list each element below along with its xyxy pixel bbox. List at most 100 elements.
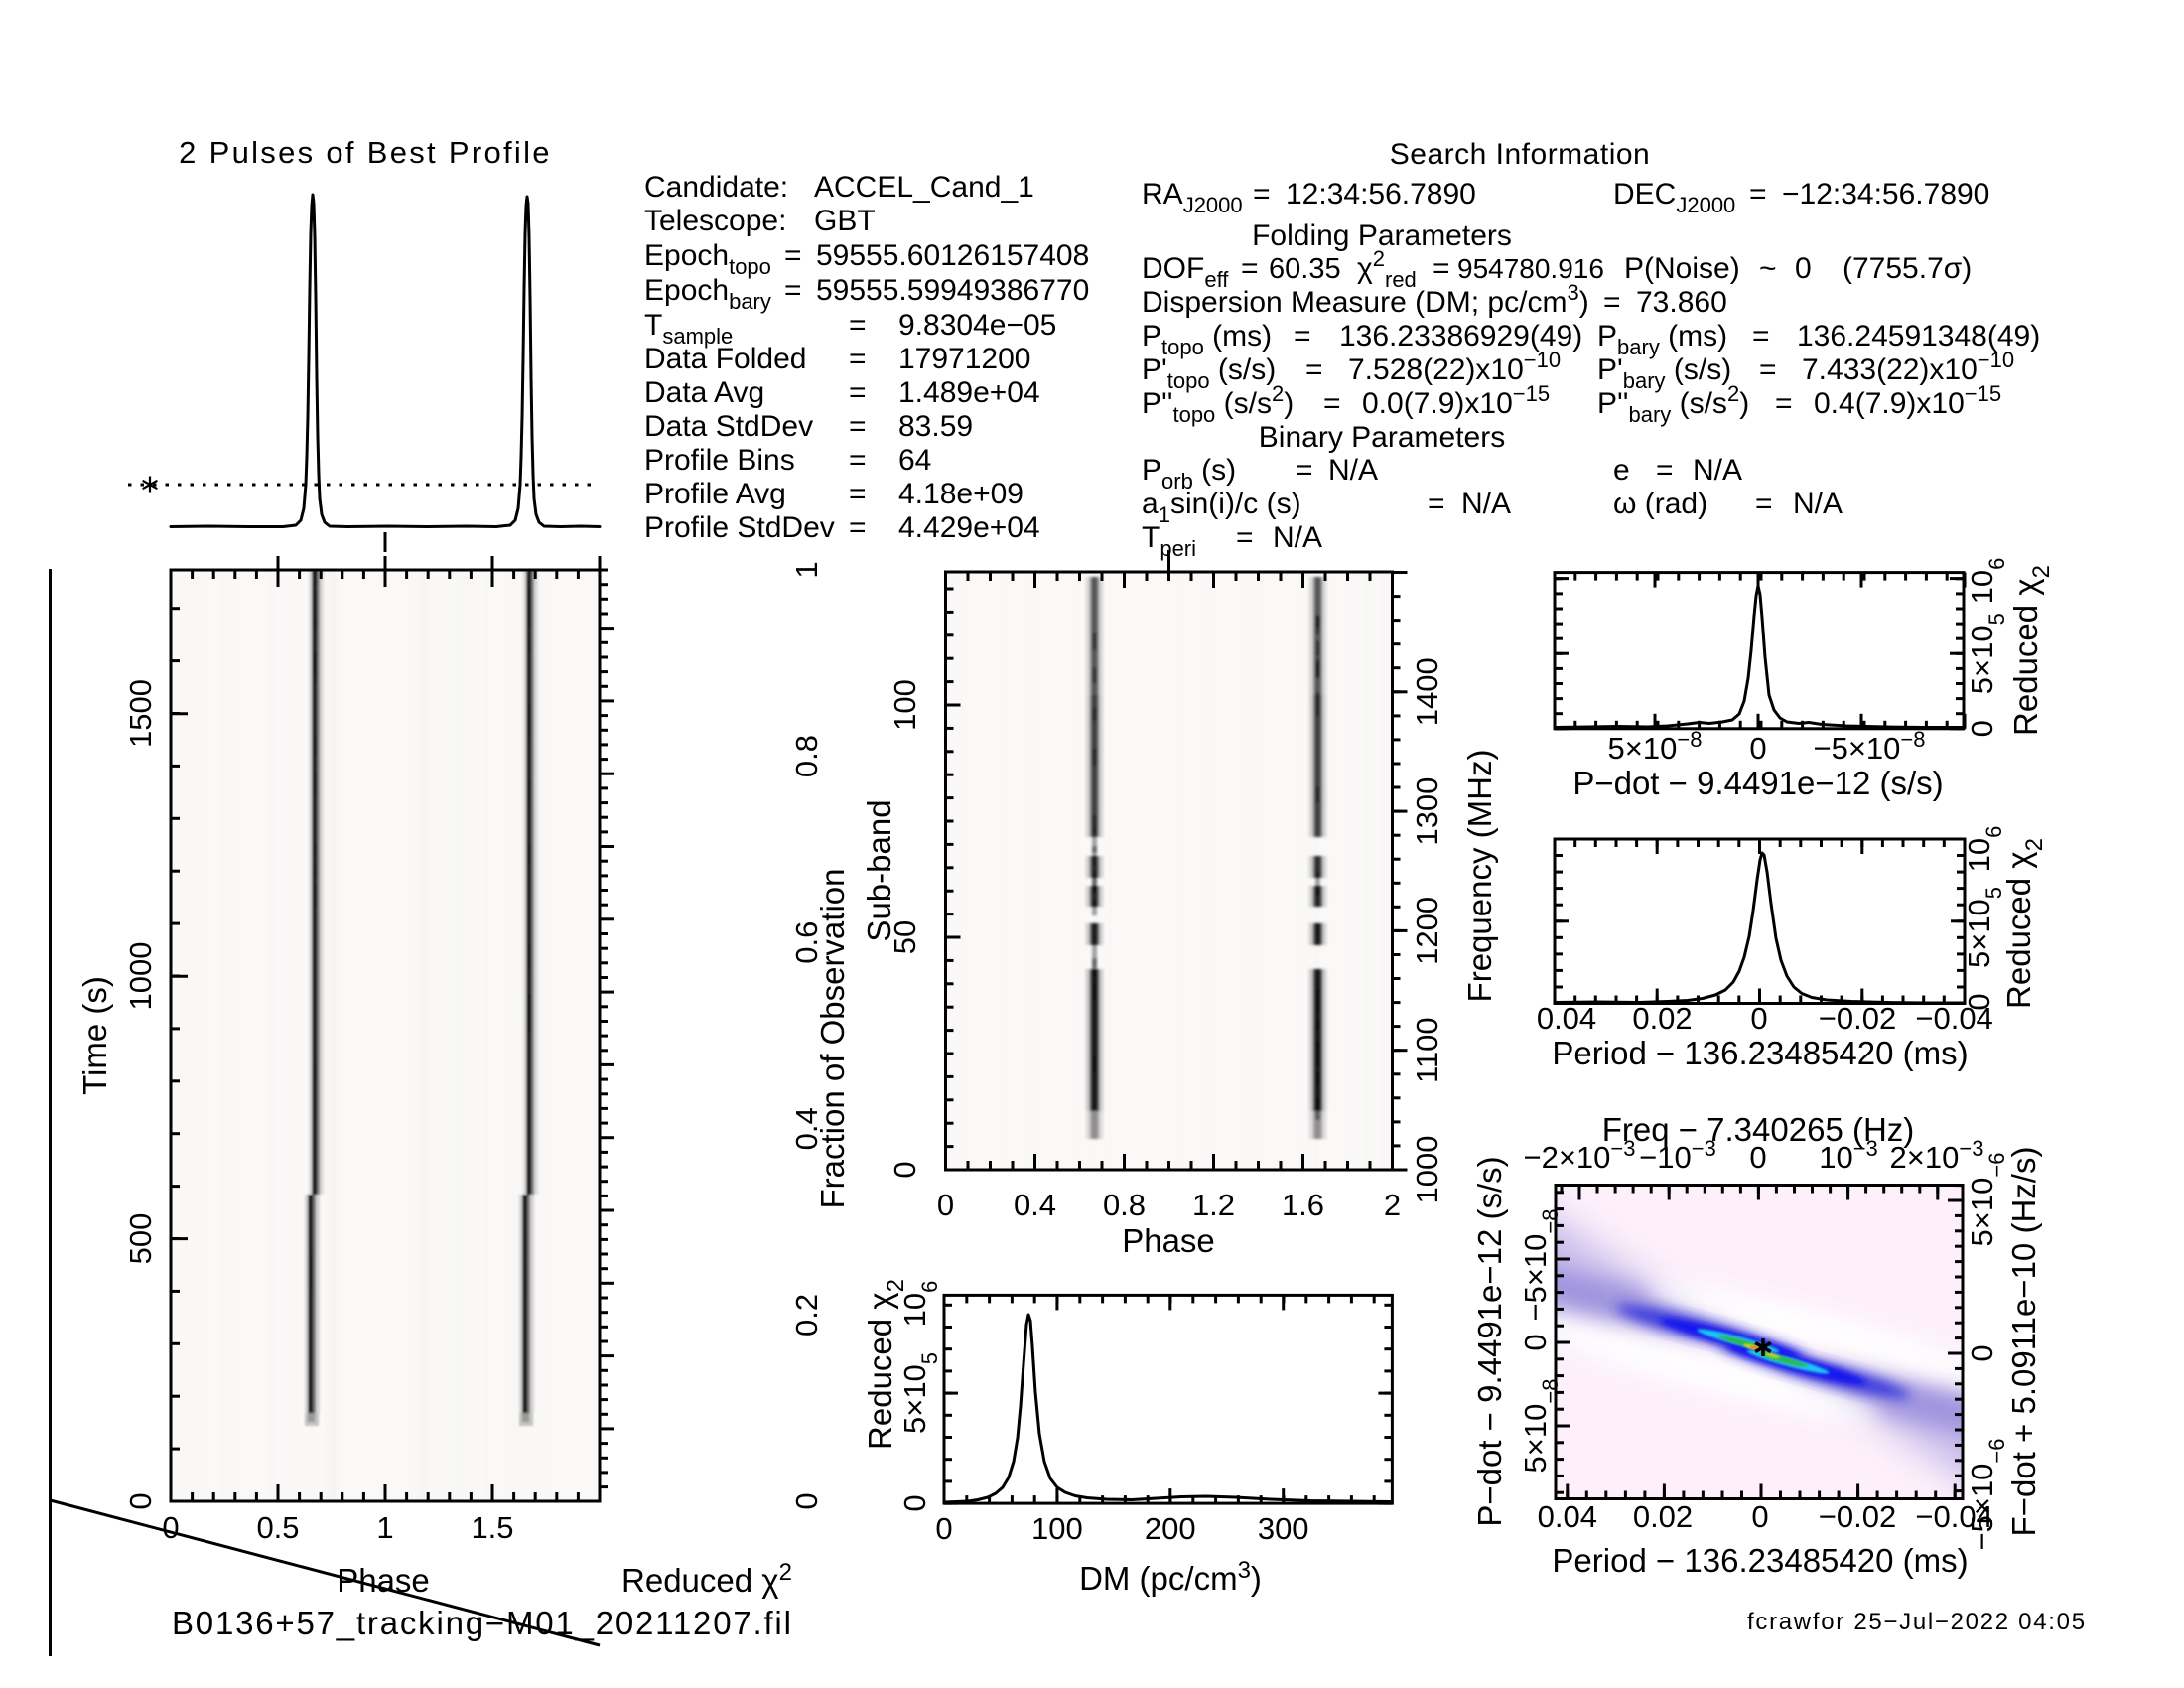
svg-text:DECJ2000: DECJ2000 xyxy=(1613,178,1735,217)
svg-text:9.8304e−05: 9.8304e−05 xyxy=(898,309,1056,342)
svg-text:=: = xyxy=(849,511,867,544)
svg-text:5×105: 5×105 xyxy=(1962,887,2006,968)
svg-text:200: 200 xyxy=(1145,1511,1196,1546)
svg-text:136.24591348(49): 136.24591348(49) xyxy=(1797,320,2040,352)
svg-text:a1sin(i)/c (s): a1sin(i)/c (s) xyxy=(1142,488,1301,527)
svg-text:DOFeff: DOFeff xyxy=(1142,252,1229,292)
svg-text:−12:34:56.7890: −12:34:56.7890 xyxy=(1782,178,1989,211)
svg-text:Pbary (ms): Pbary (ms) xyxy=(1597,320,1727,359)
svg-text:Time (s): Time (s) xyxy=(76,976,113,1095)
svg-text:−10−3: −10−3 xyxy=(1639,1136,1716,1175)
svg-text:59555.60126157408: 59555.60126157408 xyxy=(816,239,1089,272)
svg-text:χ2red: χ2red xyxy=(1357,246,1417,292)
svg-text:P(Noise): P(Noise) xyxy=(1624,252,1740,285)
svg-text:Reduced χ2: Reduced χ2 xyxy=(2007,565,2055,736)
svg-text:0.0(7.9)x10−15: 0.0(7.9)x10−15 xyxy=(1362,381,1550,420)
svg-text:0: 0 xyxy=(1750,1001,1767,1036)
svg-text:−0.02: −0.02 xyxy=(1819,1499,1896,1534)
svg-text:0.2: 0.2 xyxy=(789,1294,824,1336)
svg-text:1400: 1400 xyxy=(1410,657,1444,726)
svg-text:0.5: 0.5 xyxy=(256,1510,299,1545)
svg-text:300: 300 xyxy=(1258,1511,1309,1546)
svg-text:=: = xyxy=(849,343,867,375)
svg-text:Ptopo (ms): Ptopo (ms) xyxy=(1142,320,1272,359)
svg-text:fcrawfor 25−Jul−2022 04:05: fcrawfor 25−Jul−2022 04:05 xyxy=(1747,1609,2087,1635)
svg-text:0.02: 0.02 xyxy=(1632,1001,1692,1036)
svg-text:DM (pc/cm3): DM (pc/cm3) xyxy=(1079,1557,1262,1597)
svg-text:1.5: 1.5 xyxy=(471,1510,513,1545)
svg-text:=: = xyxy=(1323,387,1341,420)
svg-text:Data Folded: Data Folded xyxy=(644,343,806,375)
svg-text:0: 0 xyxy=(789,1492,824,1509)
svg-text:P''bary (s/s2): P''bary (s/s2) xyxy=(1597,381,1749,427)
svg-text:17971200: 17971200 xyxy=(898,343,1030,375)
svg-text:0.8: 0.8 xyxy=(789,735,824,777)
svg-text:=: = xyxy=(784,239,802,272)
svg-text:500: 500 xyxy=(123,1213,158,1265)
svg-text:GBT: GBT xyxy=(814,205,876,237)
svg-text:Data StdDev: Data StdDev xyxy=(644,410,813,443)
svg-text:Period − 136.23485420 (ms): Period − 136.23485420 (ms) xyxy=(1552,1035,1968,1071)
svg-text:P−dot − 9.4491e−12 (s/s): P−dot − 9.4491e−12 (s/s) xyxy=(1471,1156,1508,1526)
svg-text:2 Pulses of Best Profile: 2 Pulses of Best Profile xyxy=(179,135,552,170)
svg-text:106: 106 xyxy=(897,1281,942,1328)
svg-text:=: = xyxy=(784,274,802,307)
svg-text:0: 0 xyxy=(897,1494,932,1511)
svg-text:−5×10−6: −5×10−6 xyxy=(1965,1438,2009,1550)
svg-text:1: 1 xyxy=(376,1510,393,1545)
svg-text:0.4(7.9)x10−15: 0.4(7.9)x10−15 xyxy=(1814,381,2001,420)
svg-text:Profile StdDev: Profile StdDev xyxy=(644,511,835,544)
svg-text:=: = xyxy=(1752,320,1770,352)
svg-text:1300: 1300 xyxy=(1410,777,1444,846)
svg-text:4.18e+09: 4.18e+09 xyxy=(898,478,1024,510)
svg-text:Reduced χ2: Reduced χ2 xyxy=(2000,838,2048,1009)
svg-text:0: 0 xyxy=(1965,1344,1999,1361)
svg-text:P'bary (s/s): P'bary (s/s) xyxy=(1597,353,1731,393)
svg-text:1000: 1000 xyxy=(123,942,158,1011)
svg-text:1: 1 xyxy=(789,561,824,578)
svg-text:83.59: 83.59 xyxy=(898,410,973,443)
svg-text:=: = xyxy=(849,376,867,409)
svg-text:e: e xyxy=(1613,454,1630,487)
svg-text:136.23386929(49): 136.23386929(49) xyxy=(1339,320,1582,352)
svg-text:0.6: 0.6 xyxy=(789,921,824,964)
svg-text:1500: 1500 xyxy=(123,679,158,748)
svg-text:RAJ2000: RAJ2000 xyxy=(1142,178,1243,217)
svg-text:N/A: N/A xyxy=(1461,488,1511,520)
svg-text:0.04: 0.04 xyxy=(1538,1499,1597,1534)
svg-text:Search Information: Search Information xyxy=(1390,138,1650,171)
svg-text:Profile Avg: Profile Avg xyxy=(644,478,786,510)
svg-text:10−3: 10−3 xyxy=(1819,1136,1878,1175)
svg-text:1200: 1200 xyxy=(1410,897,1444,965)
svg-text:N/A: N/A xyxy=(1328,454,1378,487)
svg-text:0: 0 xyxy=(1962,993,1996,1010)
svg-text:N/A: N/A xyxy=(1793,488,1843,520)
svg-text:1.6: 1.6 xyxy=(1282,1188,1324,1222)
svg-text:Candidate:: Candidate: xyxy=(644,171,788,204)
svg-text:Epochbary: Epochbary xyxy=(644,274,771,314)
svg-text:106: 106 xyxy=(1965,558,2009,605)
svg-text:ω (rad): ω (rad) xyxy=(1613,488,1707,520)
svg-text:5×10−8: 5×10−8 xyxy=(1518,1379,1563,1474)
svg-text:=: = xyxy=(1749,178,1767,211)
svg-text:5×10−6: 5×10−6 xyxy=(1965,1153,2009,1247)
svg-text:F−dot + 5.0911e−10 (Hz/s): F−dot + 5.0911e−10 (Hz/s) xyxy=(2005,1147,2042,1537)
svg-text:0.4: 0.4 xyxy=(1014,1188,1056,1222)
svg-text:106: 106 xyxy=(1962,826,2006,873)
svg-text:Profile Bins: Profile Bins xyxy=(644,444,795,477)
svg-text:0: 0 xyxy=(887,1161,922,1178)
svg-text:0.4: 0.4 xyxy=(789,1107,824,1150)
svg-text:Porb (s): Porb (s) xyxy=(1142,454,1236,493)
svg-text:P−dot − 9.4491e−12 (s/s): P−dot − 9.4491e−12 (s/s) xyxy=(1572,765,1943,801)
svg-text:ACCEL_Cand_1: ACCEL_Cand_1 xyxy=(814,171,1034,204)
svg-text:100: 100 xyxy=(887,679,922,731)
svg-text:Reduced χ2: Reduced χ2 xyxy=(862,1279,909,1450)
svg-text:0: 0 xyxy=(937,1188,954,1222)
svg-text:=: = xyxy=(1433,252,1450,285)
svg-text:4.429e+04: 4.429e+04 xyxy=(898,511,1040,544)
svg-text:=: = xyxy=(1296,454,1313,487)
svg-text:−2×10−3: −2×10−3 xyxy=(1523,1136,1635,1175)
svg-text:−0.04: −0.04 xyxy=(1915,1001,1992,1036)
svg-text:Binary Parameters: Binary Parameters xyxy=(1259,421,1505,454)
svg-text:60.35: 60.35 xyxy=(1269,253,1341,285)
